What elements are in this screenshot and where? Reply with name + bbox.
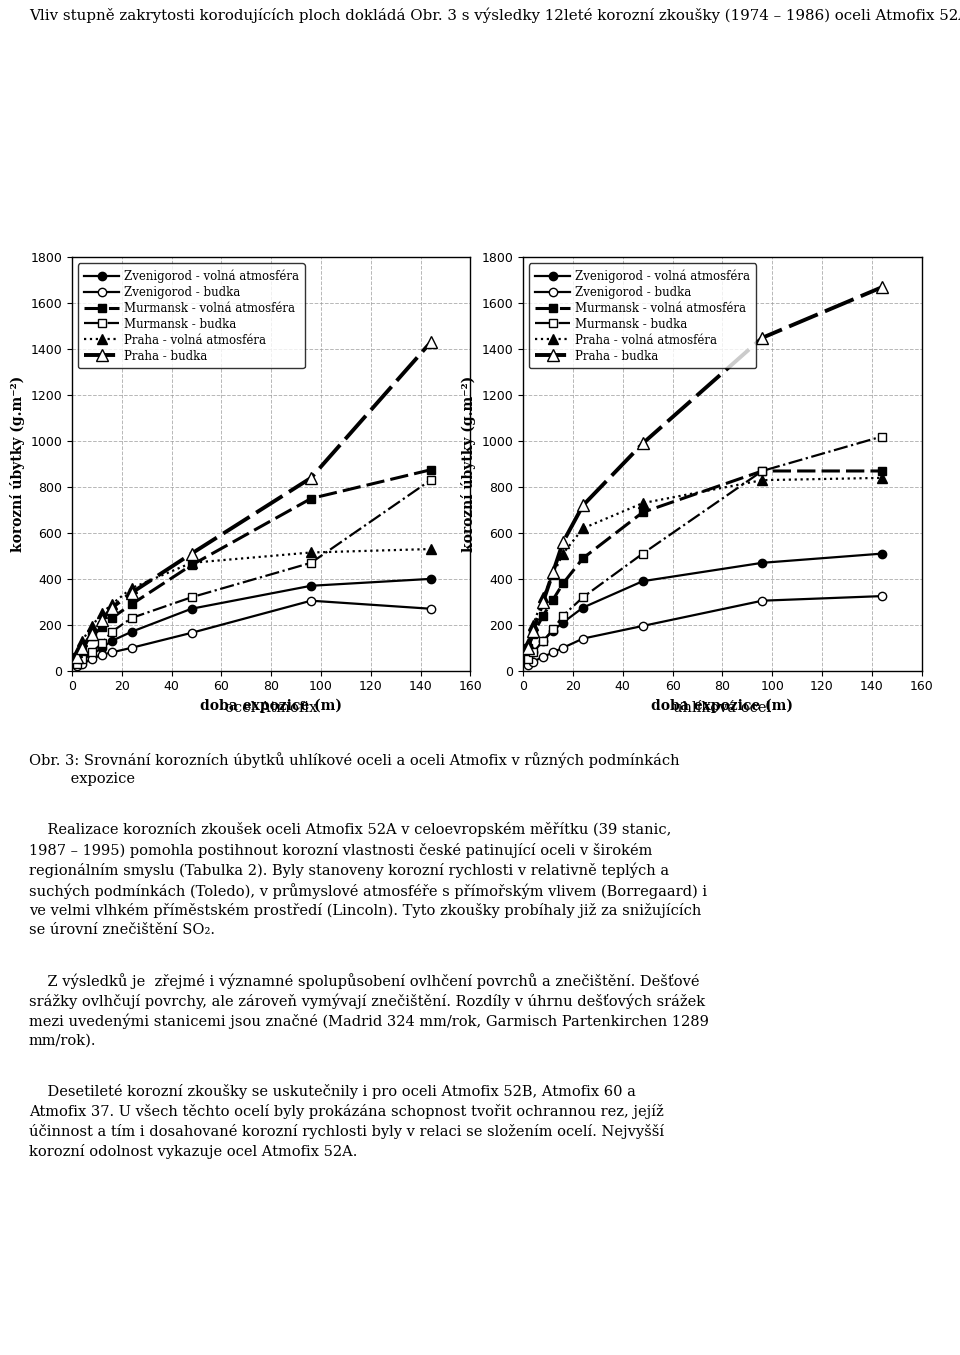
Text: uhlíková ocel: uhlíková ocel: [673, 701, 772, 714]
Text: Obr. 3: Srovnání korozních úbytků uhlíkové oceli a oceli Atmofix v různých podmí: Obr. 3: Srovnání korozních úbytků uhlíko…: [29, 752, 680, 768]
Text: Vliv stupně zakrytosti korodujících ploch dokládá Obr. 3 s výsledky 12leté koroz: Vliv stupně zakrytosti korodujících ploc…: [29, 7, 960, 23]
Text: Realizace korozních zkoušek oceli Atmofix 52A v celoevropském měřítku (39 stanic: Realizace korozních zkoušek oceli Atmofi…: [29, 822, 671, 837]
Legend: Zvenigorod - volná atmosféra, Zvenigorod - budka, Murmansk - volná atmosféra, Mu: Zvenigorod - volná atmosféra, Zvenigorod…: [78, 263, 305, 369]
Text: mm/rok).: mm/rok).: [29, 1034, 96, 1047]
Text: mezi uvedenými stanicemi jsou značné (Madrid 324 mm/rok, Garmisch Partenkirchen : mezi uvedenými stanicemi jsou značné (Ma…: [29, 1014, 708, 1030]
Legend: Zvenigorod - volná atmosféra, Zvenigorod - budka, Murmansk - volná atmosféra, Mu: Zvenigorod - volná atmosféra, Zvenigorod…: [529, 263, 756, 369]
Text: regionálním smyslu (Tabulka 2). Byly stanoveny korozní rychlosti v relativně tep: regionálním smyslu (Tabulka 2). Byly sta…: [29, 863, 669, 878]
Y-axis label: korozní úbytky (g.m⁻²): korozní úbytky (g.m⁻²): [10, 375, 25, 553]
Text: suchých podmínkách (Toledo), v průmyslové atmosféře s přímořským vlivem (Borrega: suchých podmínkách (Toledo), v průmyslov…: [29, 883, 707, 898]
Text: korozní odolnost vykazuje ocel Atmofix 52A.: korozní odolnost vykazuje ocel Atmofix 5…: [29, 1145, 357, 1160]
Text: ve velmi vlhkém příměstském prostředí (Lincoln). Tyto zkoušky probíhaly již za s: ve velmi vlhkém příměstském prostředí (L…: [29, 902, 701, 917]
Text: srážky ovlhčují povrchy, ale zároveň vymývají znečištění. Rozdíly v úhrnu dešťov: srážky ovlhčují povrchy, ale zároveň vym…: [29, 993, 705, 1009]
Text: Desetileté korozní zkoušky se uskutečnily i pro oceli Atmofix 52B, Atmofix 60 a: Desetileté korozní zkoušky se uskutečnil…: [29, 1084, 636, 1099]
Text: účinnost a tím i dosahované korozní rychlosti byly v relaci se složením ocelí. N: účinnost a tím i dosahované korozní rych…: [29, 1125, 664, 1140]
Text: Atmofix 37. U všech těchto ocelí byly prokázána schopnost tvořit ochrannou rez, : Atmofix 37. U všech těchto ocelí byly pr…: [29, 1104, 663, 1119]
X-axis label: doba expozice (m): doba expozice (m): [652, 699, 793, 713]
X-axis label: doba expozice (m): doba expozice (m): [201, 699, 342, 713]
Text: 1987 – 1995) pomohla postihnout korozní vlastnosti české patinující oceli v širo: 1987 – 1995) pomohla postihnout korozní …: [29, 843, 652, 858]
Text: expozice: expozice: [29, 772, 134, 786]
Text: ocel Atmofix: ocel Atmofix: [225, 701, 318, 714]
Y-axis label: korozní úbytky (g.m⁻²): korozní úbytky (g.m⁻²): [461, 375, 476, 553]
Text: se úrovní znečištění SO₂.: se úrovní znečištění SO₂.: [29, 923, 215, 938]
Text: Z výsledků je  zřejmé i významné spolupůsobení ovlhčení povrchů a znečištění. De: Z výsledků je zřejmé i významné spolupůs…: [29, 973, 699, 989]
